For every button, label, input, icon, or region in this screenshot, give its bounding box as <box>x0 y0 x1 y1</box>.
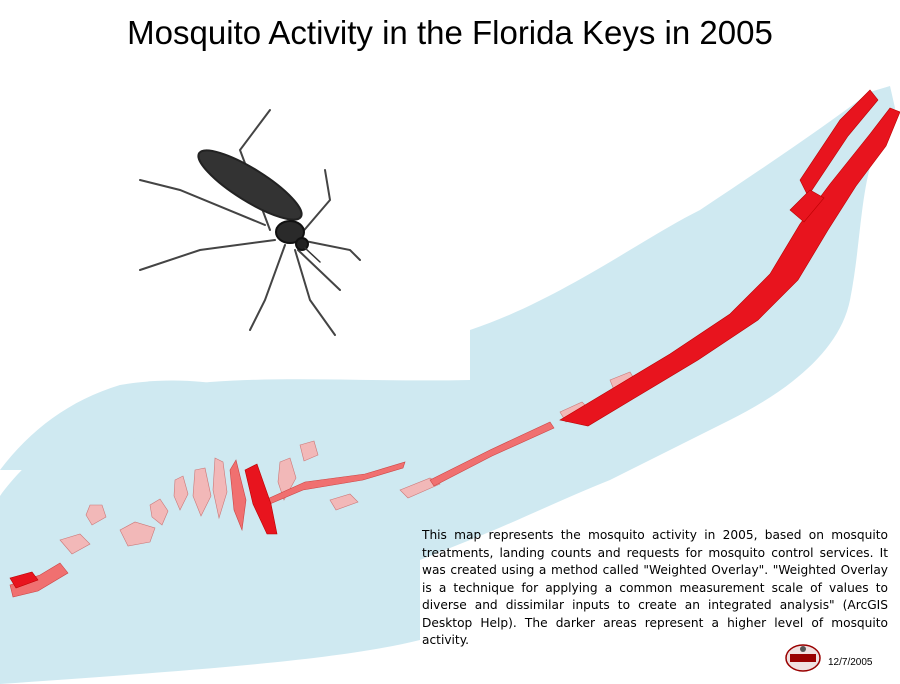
map-date: 12/7/2005 <box>828 657 873 668</box>
water-zone <box>0 86 895 684</box>
map-description: This map represents the mosquito activit… <box>422 528 888 647</box>
agency-seal-logo <box>785 644 821 672</box>
water-zone-lower <box>0 380 240 470</box>
mid-activity-islands <box>9 421 555 598</box>
high-activity-islands <box>9 89 900 589</box>
page-title: Mosquito Activity in the Florida Keys in… <box>127 14 773 51</box>
mosquito-illustration <box>139 109 361 336</box>
